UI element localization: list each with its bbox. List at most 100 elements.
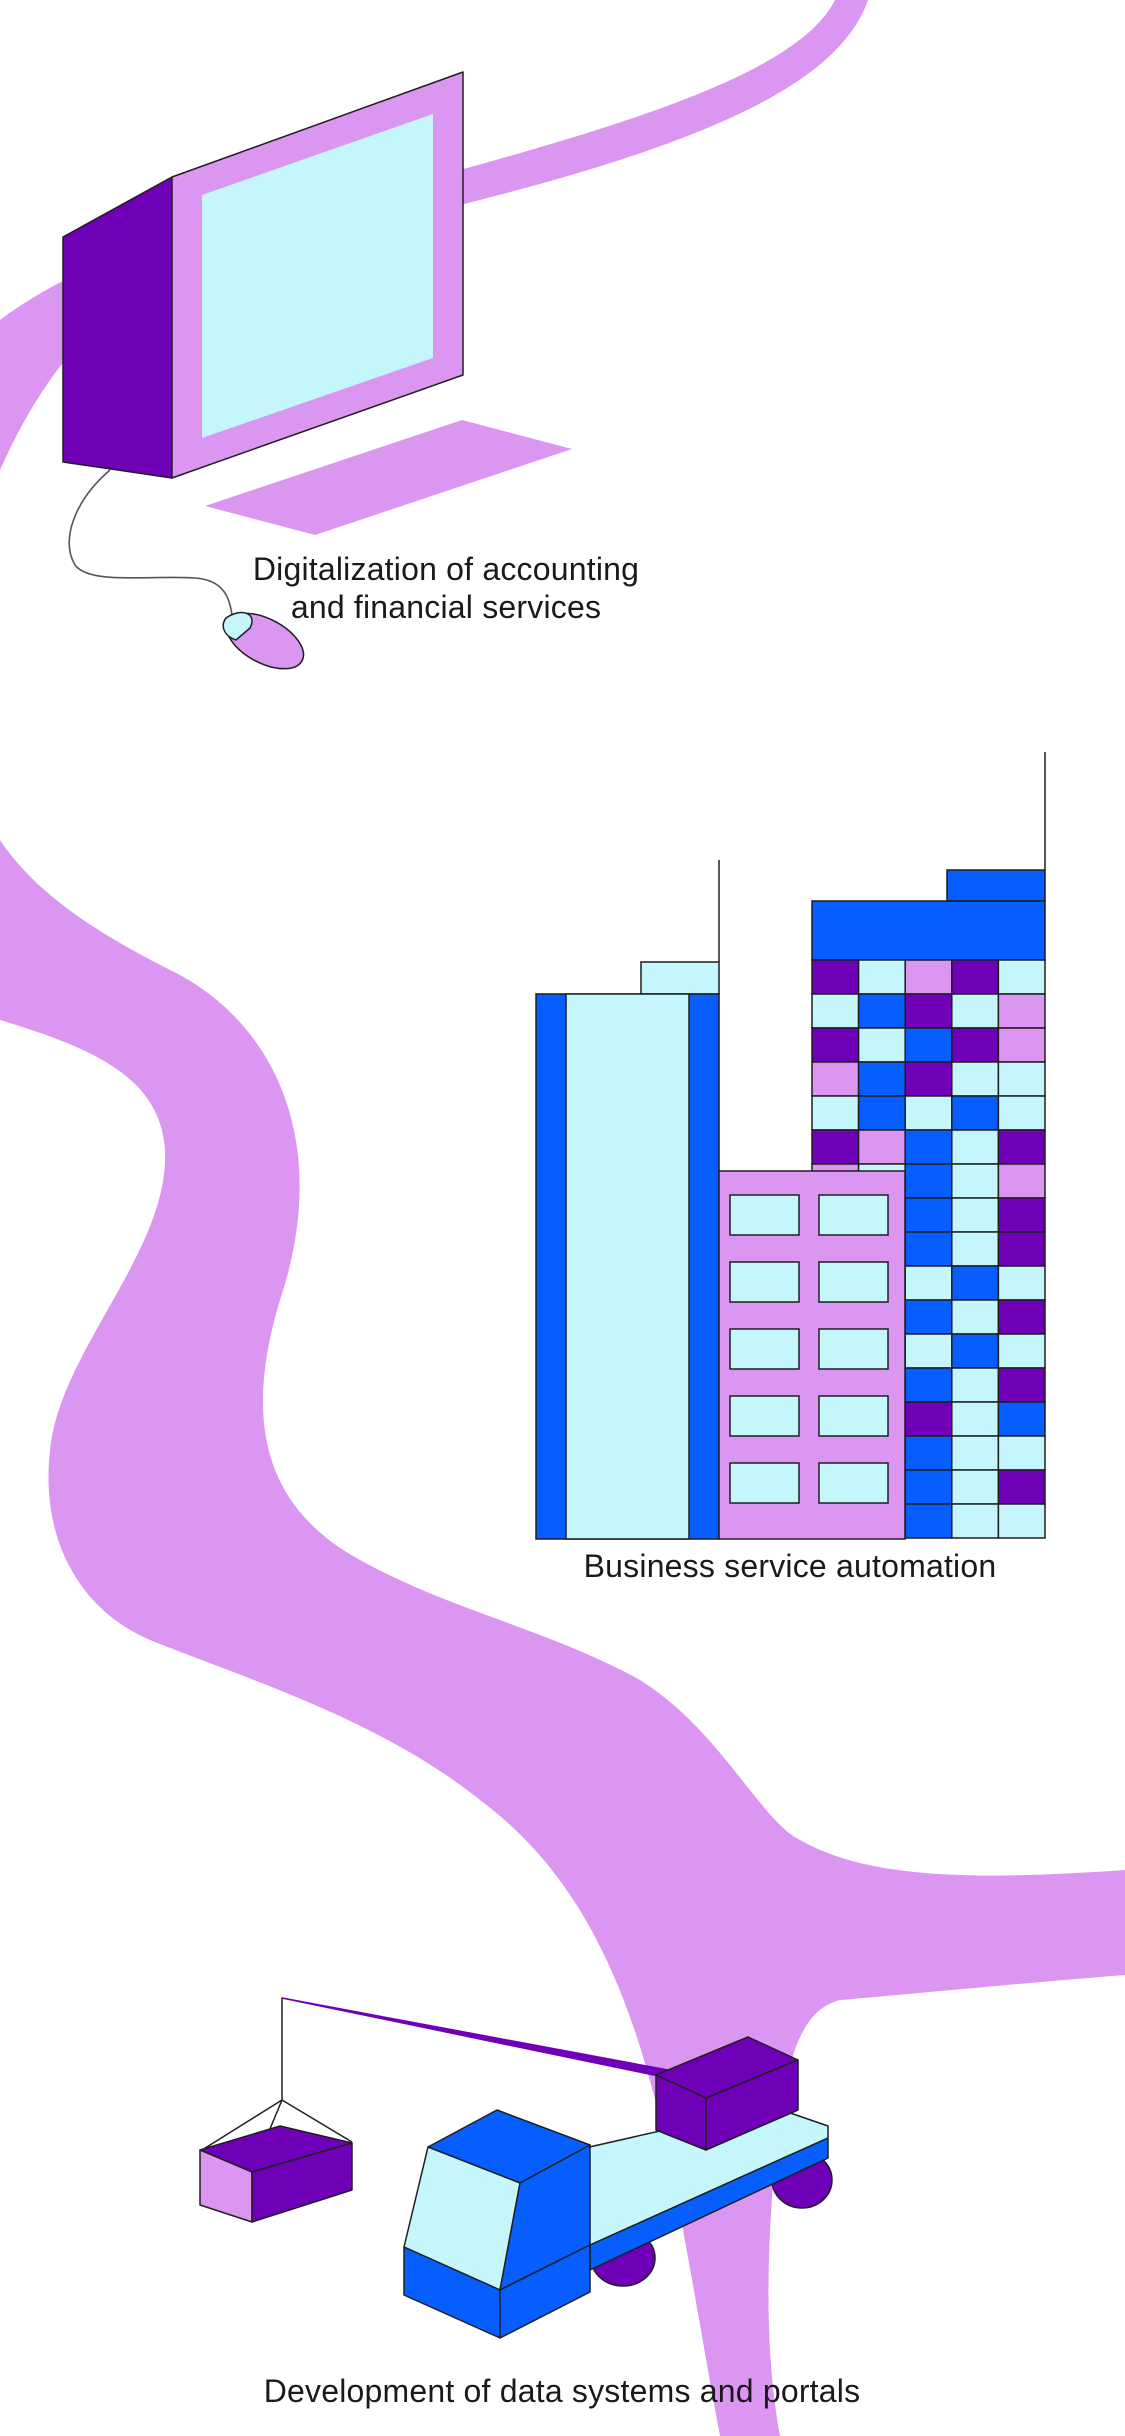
road-segment-top (460, 0, 868, 205)
tower-window (811, 1095, 860, 1131)
tower-window (904, 1435, 953, 1471)
tower-window (904, 1231, 953, 1267)
building-window (729, 1462, 800, 1504)
tower-window (904, 1299, 953, 1335)
tower-left-cap (640, 961, 720, 995)
mouse-button-icon (222, 611, 253, 641)
building-window (729, 1395, 800, 1437)
tower-window (904, 1367, 953, 1403)
building-window (818, 1462, 889, 1504)
tower-window (811, 959, 860, 995)
tower-window (951, 1231, 1000, 1267)
tower-window (951, 1469, 1000, 1505)
tower-window (904, 1503, 953, 1539)
tower-right-crown (811, 900, 1046, 961)
tower-window (997, 1265, 1046, 1301)
caption-automation: Business service automation (583, 1548, 997, 1584)
crane-housing-right (705, 2059, 799, 2151)
tower-window (811, 993, 860, 1029)
tower-window (997, 1401, 1046, 1437)
computer-monitor-icon (62, 71, 572, 670)
tower-window (904, 1129, 953, 1165)
tower-window (951, 1197, 1000, 1233)
tower-right-cap (946, 869, 1046, 902)
caption-portals: Development of data systems and portals (263, 2373, 861, 2409)
crane-cable-c (281, 2099, 353, 2143)
tower-window (951, 1367, 1000, 1403)
tower-window (951, 993, 1000, 1029)
tower-window (951, 1129, 1000, 1165)
tower-window (997, 1027, 1046, 1063)
keyboard-icon (205, 420, 572, 535)
crane-cable-a (201, 2099, 283, 2151)
tower-window (904, 959, 953, 995)
building-window (729, 1261, 800, 1303)
tower-window (951, 1401, 1000, 1437)
tower-window (811, 1061, 860, 1097)
tower-window (997, 1503, 1046, 1539)
tower-window (997, 1469, 1046, 1505)
tower-window (951, 1095, 1000, 1131)
tower-window (904, 1027, 953, 1063)
caption-accounting: Digitalization of accounting and financi… (196, 550, 696, 626)
crane-truck-icon (199, 1997, 833, 2339)
building-middle-windows (729, 1194, 889, 1504)
tower-window (997, 1231, 1046, 1267)
tower-window (997, 1061, 1046, 1097)
tower-window (951, 1027, 1000, 1063)
building-window (818, 1261, 889, 1303)
tower-window (857, 959, 906, 995)
caption-accounting-line1: Digitalization of accounting (252, 551, 640, 587)
tower-window (904, 993, 953, 1029)
tower-window (951, 1061, 1000, 1097)
tower-window (997, 1197, 1046, 1233)
tower-window (997, 1435, 1046, 1471)
tower-window (904, 1401, 953, 1437)
cab-base-side (499, 2244, 591, 2339)
crane-boom (281, 1997, 669, 2079)
tower-window (857, 1095, 906, 1131)
mouse-cable (68, 469, 233, 616)
monitor-screen (202, 114, 433, 438)
tower-window (997, 1095, 1046, 1131)
building-window (818, 1328, 889, 1370)
caption-accounting-line2: and financial services (290, 589, 602, 625)
tower-window (997, 993, 1046, 1029)
office-buildings-icon (535, 752, 1046, 1540)
tower-window (857, 1027, 906, 1063)
tower-window (811, 1129, 860, 1165)
tower-window (997, 1299, 1046, 1335)
tower-window (857, 993, 906, 1029)
tower-window (951, 959, 1000, 995)
tower-window (951, 1265, 1000, 1301)
tower-window (904, 1469, 953, 1505)
tower-window (997, 959, 1046, 995)
tower-window (997, 1367, 1046, 1403)
tower-window (904, 1333, 953, 1369)
tower-window (951, 1435, 1000, 1471)
tower-window (904, 1061, 953, 1097)
building-window (729, 1194, 800, 1236)
building-window (818, 1194, 889, 1236)
tower-window (951, 1503, 1000, 1539)
tower-window (951, 1163, 1000, 1199)
road-segment-main (0, 840, 1125, 2436)
tower-window (997, 1333, 1046, 1369)
tower-window (997, 1163, 1046, 1199)
building-window (818, 1395, 889, 1437)
monitor-side (62, 176, 173, 479)
tower-window (997, 1129, 1046, 1165)
tower-window (904, 1265, 953, 1301)
tower-window (951, 1333, 1000, 1369)
building-window (729, 1328, 800, 1370)
tower-window (904, 1163, 953, 1199)
tower-window (811, 1027, 860, 1063)
tower-window (857, 1061, 906, 1097)
cargo-box-right (251, 2142, 353, 2223)
tower-left-glass (565, 993, 690, 1540)
tower-window (904, 1095, 953, 1131)
tower-window (904, 1197, 953, 1233)
tower-window (951, 1299, 1000, 1335)
tower-window (857, 1129, 906, 1165)
